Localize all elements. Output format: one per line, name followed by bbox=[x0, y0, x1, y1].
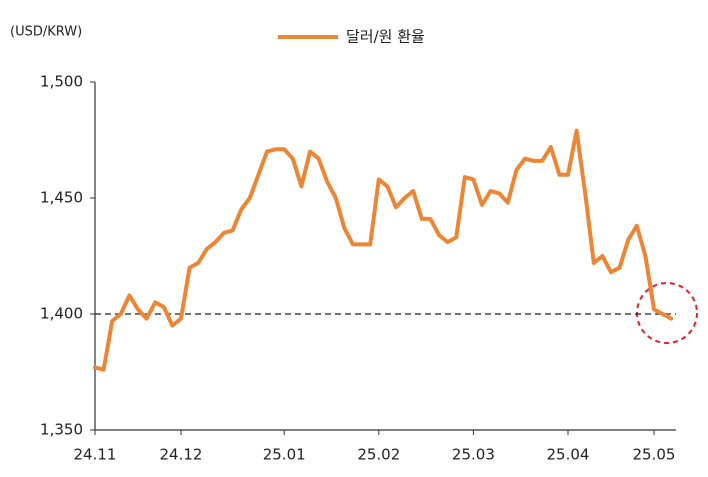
x-tick-label: 25.03 bbox=[452, 446, 495, 464]
x-tick-label: 24.11 bbox=[74, 446, 117, 464]
y-tick-label: 1,500 bbox=[40, 73, 83, 91]
x-tick-label: 25.02 bbox=[357, 446, 400, 464]
x-tick-label: 25.04 bbox=[547, 446, 590, 464]
y-axis-label: (USD/KRW) bbox=[10, 25, 82, 40]
y-tick-label: 1,450 bbox=[40, 189, 83, 207]
x-tick-label: 25.01 bbox=[263, 446, 306, 464]
legend-label: 달러/원 환율 bbox=[346, 28, 425, 46]
y-tick-label: 1,400 bbox=[40, 305, 83, 323]
x-tick-label: 24.12 bbox=[160, 446, 203, 464]
line-series bbox=[93, 128, 674, 372]
y-tick-label: 1,350 bbox=[40, 421, 83, 439]
highlight-circle bbox=[636, 282, 698, 344]
x-tick-label: 25.05 bbox=[633, 446, 676, 464]
